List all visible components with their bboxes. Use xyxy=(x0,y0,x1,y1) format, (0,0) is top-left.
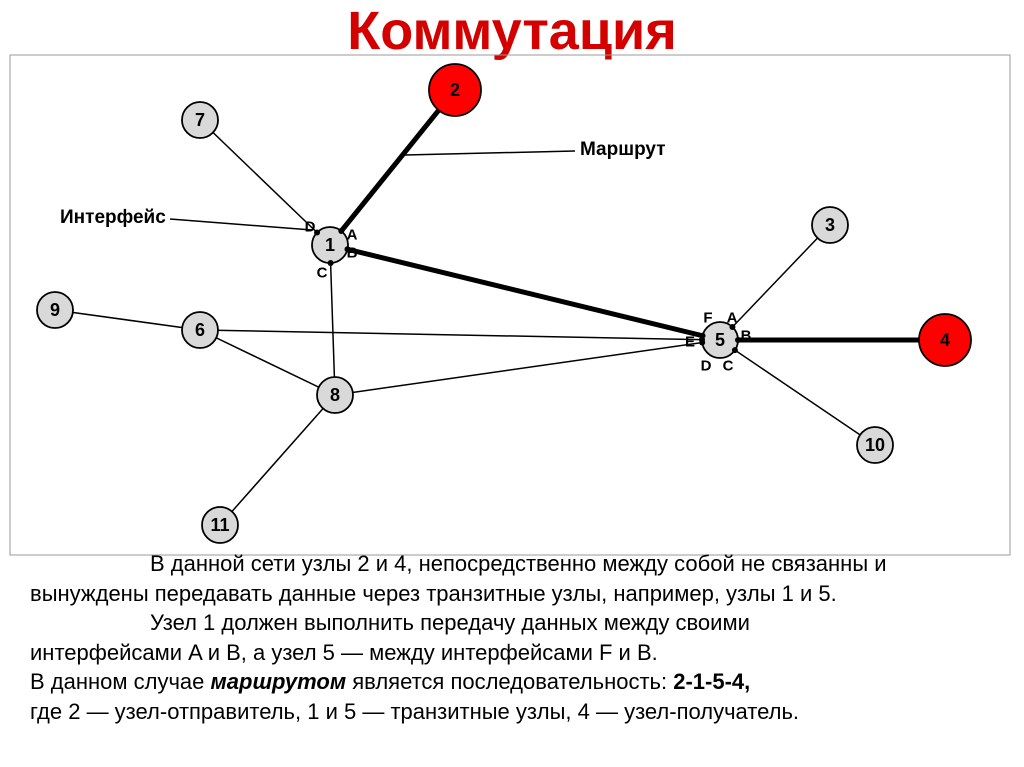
node-label-9: 9 xyxy=(50,300,60,320)
port-dot xyxy=(344,246,350,252)
port-dot xyxy=(729,324,735,330)
port-dot xyxy=(314,230,320,236)
callout-line-Маршрут xyxy=(405,151,575,155)
nodes: 1 2 3 4 5 6 7 8 9 10 11 xyxy=(37,64,971,543)
node-label-4: 4 xyxy=(940,330,950,350)
node-label-3: 3 xyxy=(825,215,835,235)
edge-1-5 xyxy=(330,245,720,340)
port-label-5-B: B xyxy=(741,328,752,345)
port-label-1-C: C xyxy=(317,265,328,282)
edge-1-8 xyxy=(330,245,335,395)
description-block: В данной сети узлы 2 и 4, непосредственн… xyxy=(30,550,994,727)
callout-Маршрут: Маршрут xyxy=(580,139,666,160)
port-label-1-D: D xyxy=(305,219,316,236)
desc-line-3-bold: 2-1-5-4, xyxy=(673,669,750,694)
desc-line-2b: интерфейсами A и B, а узел 5 — между инт… xyxy=(30,640,658,665)
desc-line-4: где 2 — узел-отправитель, 1 и 5 — транзи… xyxy=(30,699,799,724)
node-label-11: 11 xyxy=(210,515,229,535)
node-label-7: 7 xyxy=(195,110,205,130)
port-label-5-F: F xyxy=(703,310,712,327)
port-dot xyxy=(732,347,738,353)
node-label-6: 6 xyxy=(195,320,205,340)
desc-line-3-emph: маршрутом xyxy=(211,669,347,694)
port-label-1-A: A xyxy=(347,227,358,244)
edge-6-5 xyxy=(200,330,720,340)
node-label-5: 5 xyxy=(715,330,725,350)
edge-1-2 xyxy=(330,90,455,245)
port-dot xyxy=(735,337,741,343)
node-label-10: 10 xyxy=(865,435,885,455)
edge-6-9 xyxy=(55,310,200,330)
port-dot xyxy=(338,228,344,234)
callout-line-Интерфейс xyxy=(170,219,312,230)
port-dot xyxy=(699,340,705,346)
node-label-8: 8 xyxy=(330,385,340,405)
edge-6-8 xyxy=(200,330,335,395)
node-label-2: 2 xyxy=(450,80,460,100)
port-dot xyxy=(328,260,334,266)
edge-8-11 xyxy=(220,395,335,525)
edges xyxy=(55,90,945,525)
desc-line-3b: является последовательность: xyxy=(346,669,673,694)
port-label-5-D: D xyxy=(701,358,712,375)
network-diagram: 1234567891011ABCDABCDEFМаршрутИнтерфейс xyxy=(0,50,1024,590)
callout-Интерфейс: Интерфейс xyxy=(60,207,166,228)
edge-8-5 xyxy=(335,340,720,395)
port-label-5-C: C xyxy=(723,358,734,375)
desc-line-1b: вынуждены передавать данные через транзи… xyxy=(30,581,837,606)
edge-5-10 xyxy=(720,340,875,445)
node-label-1: 1 xyxy=(325,235,335,255)
desc-line-1a: В данной сети узлы 2 и 4, непосредственн… xyxy=(150,551,887,576)
port-label-5-A: A xyxy=(727,310,738,327)
desc-line-3a: В данном случае xyxy=(30,669,211,694)
desc-line-2a: Узел 1 должен выполнить передачу данных … xyxy=(150,610,750,635)
port-label-5-E: E xyxy=(685,334,695,351)
